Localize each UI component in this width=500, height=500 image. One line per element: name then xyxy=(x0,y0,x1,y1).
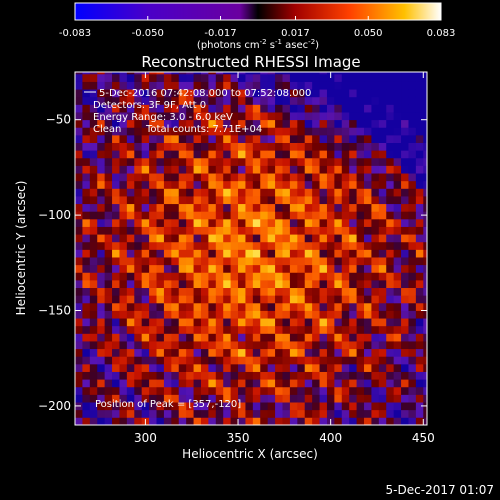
annotation-energy: Energy Range: 3.0 - 6.0 keV xyxy=(93,112,233,123)
annotation-peak: Position of Peak = [357,-120] xyxy=(95,399,241,410)
colorbar-tick-label: 0.017 xyxy=(281,28,310,39)
x-tick-label: 350 xyxy=(227,431,250,445)
heatmap-image xyxy=(75,72,427,425)
colorbar-tick-label: 0.050 xyxy=(354,28,383,39)
colorbar-unit-label: (photons cm-2 s-1 asec-2) xyxy=(197,38,319,51)
annotation-total-counts: Total counts: 7.71E+04 xyxy=(145,124,262,135)
x-tick-label: 400 xyxy=(319,431,342,445)
colorbar: -0.083 -0.050 -0.017 0.017 0.050 0.083 (photo… xyxy=(59,2,456,51)
y-axis-label: Heliocentric Y (arcsec) xyxy=(14,181,28,316)
y-tick-label: −50 xyxy=(46,113,71,127)
plot-frame xyxy=(74,71,428,426)
annotation-block: 5-Dec-2016 07:42:08.000 to 07:52:08.000 … xyxy=(84,88,311,410)
colorbar-gradient xyxy=(74,2,442,21)
colorbar-tick-label: 0.083 xyxy=(427,28,456,39)
y-tick-label: −200 xyxy=(38,399,71,413)
y-tick-label: −100 xyxy=(38,208,71,222)
colorbar-tick-label: -0.017 xyxy=(204,28,236,39)
x-tick-label: 450 xyxy=(412,431,435,445)
y-tick-label: −150 xyxy=(38,304,71,318)
x-axis-label: Heliocentric X (arcsec) xyxy=(182,447,318,461)
chart-title: Reconstructed RHESSI Image xyxy=(141,53,360,71)
annotation-clean: Clean xyxy=(93,124,121,135)
annotation-detectors: Detectors: 3F 9F, Att 0 xyxy=(93,100,206,111)
x-tick-label: 300 xyxy=(134,431,157,445)
colorbar-tick-label: -0.083 xyxy=(59,28,91,39)
annotation-time-range: 5-Dec-2016 07:42:08.000 to 07:52:08.000 xyxy=(99,88,311,99)
colorbar-tick-label: -0.050 xyxy=(132,28,164,39)
footer-date: 5-Dec-2017 01:07 xyxy=(386,483,494,497)
